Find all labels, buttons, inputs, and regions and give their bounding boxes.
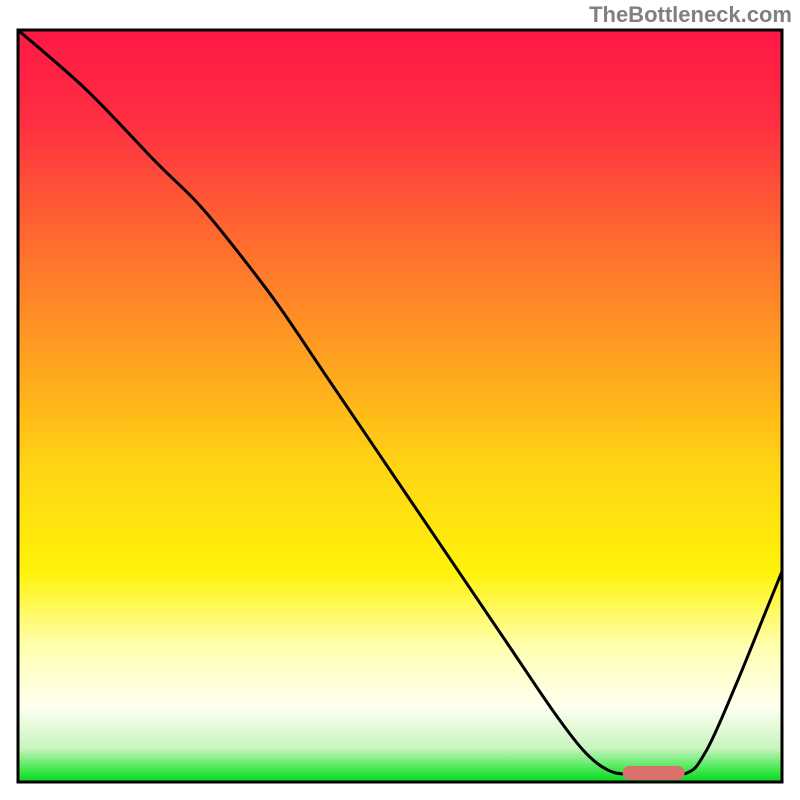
chart-container: TheBottleneck.com	[0, 0, 800, 800]
gradient-background	[18, 30, 782, 782]
bottleneck-chart	[0, 0, 800, 800]
optimal-range-marker	[623, 766, 685, 780]
watermark-text: TheBottleneck.com	[589, 2, 792, 28]
